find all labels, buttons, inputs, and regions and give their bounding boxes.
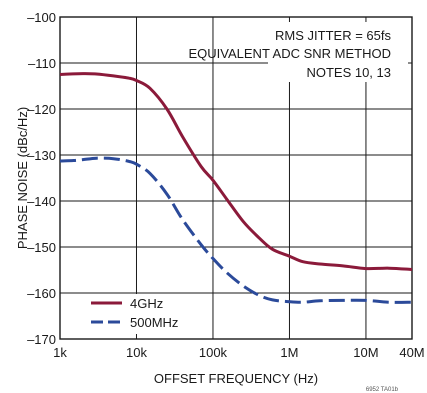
plot-frame [59,16,413,340]
x-tick-label: 100k [199,345,228,360]
x-tick-label: 40M [399,345,424,360]
x-tick-label: 10k [126,345,147,360]
series-line-4ghz [59,72,413,271]
x-tick-label: 10M [353,345,378,360]
annotation-notes: NOTES 10, 13 [306,65,391,80]
y-tick-label: –100 [27,10,56,25]
annotation-rms-jitter: RMS JITTER = 65fs [275,28,391,43]
x-axis-label: OFFSET FREQUENCY (Hz) [154,371,318,386]
legend-background [84,294,196,334]
y-tick-label: –110 [28,56,56,71]
y-tick-label: –140 [27,194,56,209]
series-layer [59,72,413,304]
y-tick-label: –150 [27,240,56,255]
annotation-snr-method: EQUIVALENT ADC SNR METHOD [189,46,392,61]
figure-code: 6952 TA01b [366,387,399,393]
y-tick-label: –160 [27,286,56,301]
legend-label-500mhz: 500MHz [130,315,178,330]
series-line-500mhz [59,156,413,304]
annotation-background [268,22,408,82]
y-tick-labels: –100 –110 –120 –130 –140 –150 –160 –170 [27,10,56,347]
y-tick-label: –130 [27,148,56,163]
legend-label-4ghz: 4GHz [130,296,163,311]
y-tick-label: –170 [27,332,56,347]
legend: 4GHz 500MHz [84,294,196,334]
x-tick-label: 1M [280,345,298,360]
x-tick-label: 1k [53,345,67,360]
y-tick-label: –120 [27,102,56,117]
y-axis-label: PHASE NOISE (dBc/Hz) [15,107,30,249]
grid-lines [60,17,412,339]
x-tick-labels: 1k 10k 100k 1M 10M 40M [53,345,425,360]
